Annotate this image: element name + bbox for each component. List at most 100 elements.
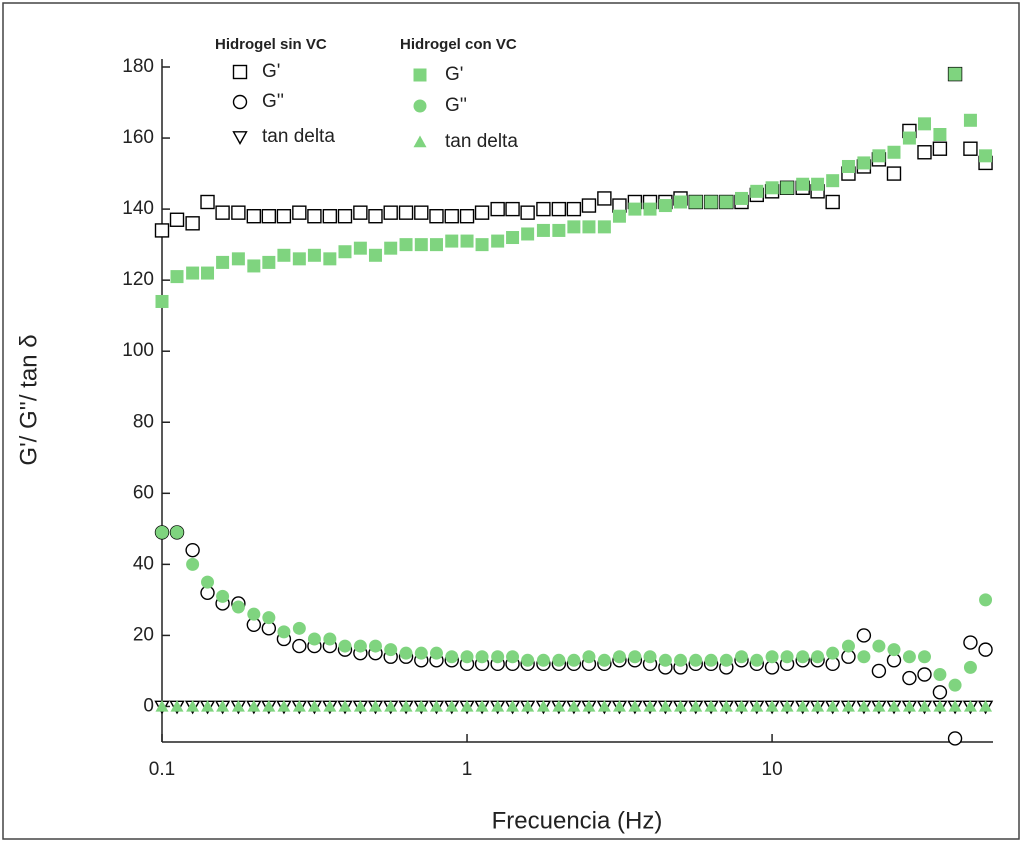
point [399,646,413,660]
point [826,699,840,712]
y-tick-label: 180 [122,56,154,77]
point [674,699,688,712]
point [491,234,505,248]
point [216,255,230,269]
point [368,248,382,262]
point [902,670,917,686]
point [277,699,291,712]
legend-label: G'' [445,95,467,116]
point [506,699,520,712]
point [963,113,977,127]
point [719,699,733,712]
point [765,181,779,195]
point [811,699,825,712]
point [917,667,932,682]
point [216,589,230,603]
point [689,195,703,209]
point [841,639,855,653]
point [429,209,444,224]
point [445,650,459,664]
point [262,699,276,712]
point [825,194,840,210]
point [353,241,367,255]
point [902,699,916,712]
point [552,223,566,237]
point [460,234,474,248]
point [521,699,535,712]
point [704,653,718,667]
legend-title: Hidrogel sin VC [215,36,327,53]
point [247,607,261,621]
point [186,699,200,712]
point [277,248,291,262]
point [399,238,413,252]
point [612,699,626,712]
point [169,212,185,227]
point [750,184,764,198]
point [765,699,779,712]
point [429,699,443,712]
point [551,201,567,217]
y-tick-label: 40 [133,553,154,574]
point [338,245,352,259]
point [429,646,443,660]
point [780,699,794,712]
point [490,201,505,217]
point [735,699,749,712]
point [780,650,794,664]
y-tick-label: 160 [122,127,154,148]
point [948,67,962,81]
legend-label: tan delta [262,126,335,147]
point [292,621,306,635]
legend-label: G'' [262,91,284,112]
point [185,216,200,231]
legend-marker [232,131,248,145]
point [628,202,642,216]
point [445,234,459,248]
point [445,699,459,712]
point [368,209,383,224]
point [933,128,947,141]
point [292,252,306,266]
point [247,699,261,712]
point [323,252,337,266]
y-tick-label: 0 [143,695,154,716]
point [414,205,429,220]
point [963,699,977,712]
point [811,650,825,664]
point [307,699,321,712]
point [505,201,520,217]
point [674,653,688,667]
point [643,650,657,664]
point [353,205,368,220]
point [612,650,626,664]
point [932,141,948,156]
point [796,177,810,191]
point [643,699,657,712]
point [886,166,902,181]
legend-label: G' [262,61,280,82]
x-tick-label: 1 [462,759,473,780]
point [185,542,200,558]
point [338,699,352,712]
point [322,209,338,224]
point [841,699,855,712]
legend-label: tan delta [445,131,518,152]
point [307,248,321,262]
point [948,678,962,692]
point [597,653,611,667]
point [170,699,184,712]
point [567,699,581,712]
point [323,699,337,712]
point [978,642,993,657]
point [155,699,169,712]
point [963,660,977,674]
point [154,223,170,238]
point [459,209,475,224]
point [506,231,520,245]
x-tick-label: 10 [762,759,783,780]
y-axis-label: G'/ G''/ tan δ [15,334,42,465]
point [581,198,597,213]
point [231,600,245,614]
